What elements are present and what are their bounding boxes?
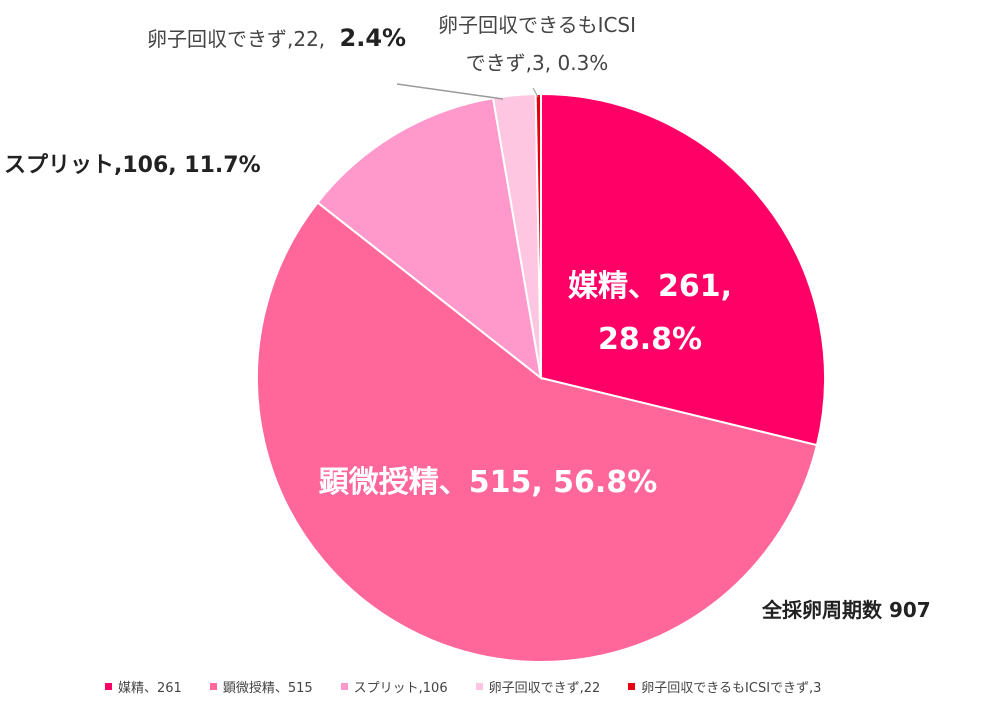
slice-conventional-ivf: [540, 92, 826, 447]
slice-split: [316, 96, 543, 381]
data-label-conventional-ivf-line2: 28.8%: [598, 322, 702, 357]
data-label-icsi: 顕微授精、515, 56.8%: [319, 465, 658, 500]
slice-icsi: [256, 201, 819, 663]
legend-swatch-icsi: [209, 682, 217, 690]
legend-label: 媒精、261: [118, 680, 182, 696]
legend-label: 顕微授精、515: [222, 680, 313, 696]
legend-item: 卵子回収できるもICSIできず,3: [628, 677, 821, 696]
total-cycles-label: 全採卵周期数 907: [761, 598, 931, 622]
legend-label: 卵子回収できるもICSIできず,3: [641, 680, 822, 696]
data-label-unretrieved: 卵子回収できず,22, 2.4%: [147, 24, 406, 52]
legend-item: 卵子回収できず,22: [475, 677, 601, 696]
legend-swatch-icsi-failed: [628, 682, 636, 690]
slice-icsi-failed: [534, 92, 542, 379]
legend-label: 卵子回収できず,22: [488, 680, 601, 696]
data-label-icsi-failed-line2: できず,3, 0.3%: [466, 51, 609, 75]
legend-item: 媒精、261: [105, 677, 182, 696]
legend-swatch-conventional-ivf: [105, 682, 112, 690]
legend-label: スプリット,106: [353, 680, 448, 696]
legend-item: 顕微授精、515: [209, 677, 313, 696]
leader-line-icsi-failed: [532, 87, 539, 98]
data-label-icsi-failed-line1: 卵子回収できるもICSI: [438, 13, 636, 37]
chart-legend: 媒精、261 顕微授精、515 スプリット,106 卵子回収できず,22 卵子回…: [105, 676, 985, 696]
data-label-conventional-ivf-line1: 媒精、261,: [568, 269, 732, 304]
legend-item: スプリット,106: [340, 677, 448, 696]
legend-swatch-unretrieved: [475, 682, 483, 690]
legend-swatch-split: [340, 682, 348, 690]
leader-line-unretrieved: [396, 83, 504, 100]
data-label-split: スプリット,106, 11.7%: [4, 153, 261, 178]
pie-slices: [256, 92, 826, 663]
